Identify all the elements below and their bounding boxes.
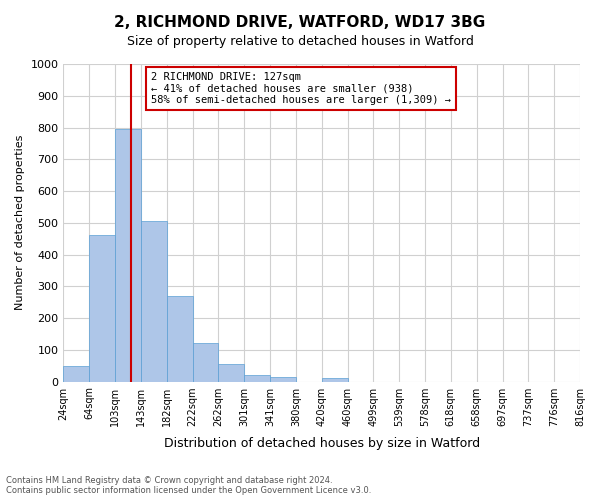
Bar — [141, 221, 167, 382]
Bar — [270, 377, 296, 382]
Bar — [115, 129, 141, 382]
Bar — [322, 378, 347, 382]
Bar — [218, 364, 244, 382]
Bar — [64, 366, 89, 382]
Text: 2, RICHMOND DRIVE, WATFORD, WD17 3BG: 2, RICHMOND DRIVE, WATFORD, WD17 3BG — [115, 15, 485, 30]
Text: Size of property relative to detached houses in Watford: Size of property relative to detached ho… — [127, 35, 473, 48]
Bar — [167, 296, 193, 382]
Bar — [89, 236, 115, 382]
Y-axis label: Number of detached properties: Number of detached properties — [15, 135, 25, 310]
Text: Contains HM Land Registry data © Crown copyright and database right 2024.
Contai: Contains HM Land Registry data © Crown c… — [6, 476, 371, 495]
X-axis label: Distribution of detached houses by size in Watford: Distribution of detached houses by size … — [164, 437, 480, 450]
Bar — [193, 344, 218, 382]
Text: 2 RICHMOND DRIVE: 127sqm
← 41% of detached houses are smaller (938)
58% of semi-: 2 RICHMOND DRIVE: 127sqm ← 41% of detach… — [151, 72, 451, 105]
Bar — [244, 375, 270, 382]
